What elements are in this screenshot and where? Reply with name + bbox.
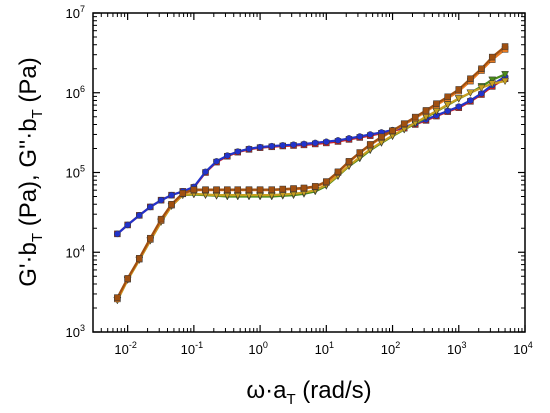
data-point <box>488 80 497 88</box>
data-point <box>444 93 451 101</box>
data-point <box>422 107 430 114</box>
data-point <box>157 215 165 223</box>
data-point <box>311 183 319 190</box>
x-tick-label: 100 <box>248 340 267 357</box>
x-tick-label: 10-1 <box>181 340 203 357</box>
y-tick-label: 104 <box>66 243 85 260</box>
data-point <box>455 103 463 110</box>
data-point <box>501 77 509 86</box>
data-point <box>234 148 242 155</box>
y-tick-label: 106 <box>66 84 85 101</box>
data-point <box>290 185 297 192</box>
data-point <box>268 142 275 150</box>
data-point <box>114 230 121 238</box>
data-point <box>290 141 297 148</box>
y-axis-title: G'·bT (Pa), G''·bT (Pa) <box>15 57 46 286</box>
data-point <box>366 141 374 148</box>
tick-layer: 10-2 10-1 100 101 102 103 104 103 104 105 106 107 <box>66 4 533 357</box>
data-point <box>488 53 496 61</box>
x-tick-label: 103 <box>447 340 466 357</box>
data-point <box>256 143 264 151</box>
data-point <box>168 191 175 199</box>
data-point <box>256 186 264 193</box>
data-point <box>400 120 408 127</box>
data-point <box>136 255 143 262</box>
data-point <box>345 158 353 165</box>
y-tick-label: 107 <box>66 4 85 21</box>
data-point <box>202 186 209 193</box>
x-tick-label: 10-2 <box>114 340 136 357</box>
data-point <box>245 186 253 193</box>
data-point <box>311 139 319 147</box>
y-tick-label: 105 <box>66 164 85 181</box>
data-point <box>466 89 475 97</box>
data-point <box>124 221 131 229</box>
data-point <box>190 186 198 193</box>
data-point <box>300 184 308 192</box>
data-point <box>501 71 509 79</box>
x-tick-label: 102 <box>381 340 400 357</box>
data-point <box>124 275 131 282</box>
data-point <box>147 234 154 242</box>
x-tick-label: 101 <box>315 340 334 357</box>
data-point <box>245 145 253 153</box>
data-point <box>234 186 242 193</box>
data-point <box>323 178 330 185</box>
data-point <box>224 186 231 193</box>
data-point <box>334 137 342 144</box>
data-point <box>356 133 364 140</box>
data-point <box>345 135 353 142</box>
data-point <box>467 75 474 82</box>
data-point <box>268 186 275 193</box>
data-point <box>157 196 165 204</box>
series-layer <box>113 43 509 305</box>
x-tick-label: 104 <box>513 340 532 357</box>
data-point <box>334 168 342 176</box>
series-5 <box>114 43 509 301</box>
data-point <box>366 131 374 138</box>
data-point <box>477 84 486 92</box>
data-point <box>168 200 175 208</box>
data-point <box>467 97 474 104</box>
data-point <box>279 142 287 149</box>
data-point <box>202 168 209 176</box>
data-point <box>114 294 121 301</box>
data-point <box>224 152 231 159</box>
data-point <box>179 189 187 197</box>
data-point <box>501 43 509 50</box>
data-point <box>300 140 308 148</box>
data-point <box>454 95 463 103</box>
data-point <box>378 133 385 141</box>
data-point <box>147 203 154 211</box>
x-axis-title: ω·aT (rad/s) <box>246 377 371 408</box>
data-point <box>488 76 497 84</box>
data-point <box>478 65 485 72</box>
data-point <box>213 186 220 193</box>
data-point <box>323 138 330 145</box>
y-tick-label: 103 <box>66 323 85 340</box>
data-point <box>455 86 463 93</box>
data-point <box>389 127 396 134</box>
data-point <box>433 100 440 107</box>
data-point <box>213 158 220 165</box>
data-point <box>411 113 419 121</box>
data-point <box>356 149 364 156</box>
data-point <box>136 212 143 219</box>
data-point <box>279 185 287 193</box>
